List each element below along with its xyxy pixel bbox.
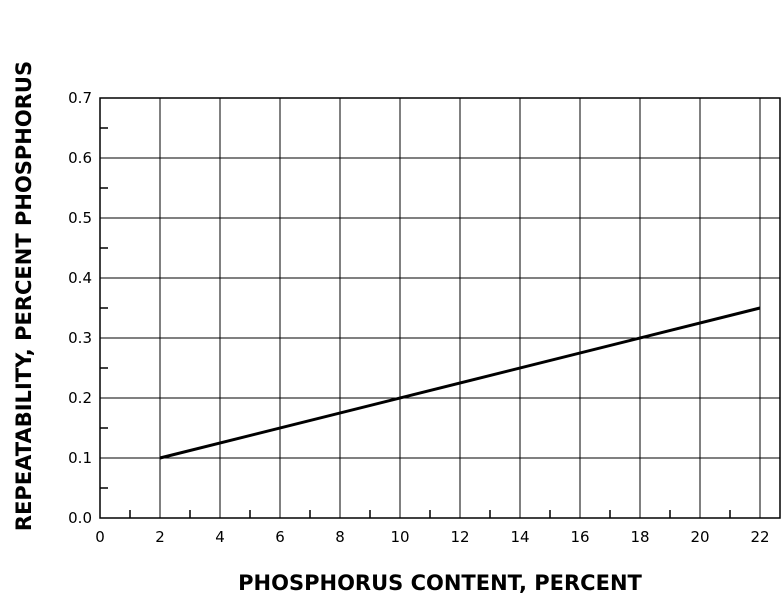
y-tick-label: 0.5 xyxy=(68,209,92,227)
x-tick-label: 22 xyxy=(750,528,769,546)
x-tick-label: 4 xyxy=(215,528,225,546)
y-tick-label: 0.2 xyxy=(68,389,92,407)
x-tick-label: 0 xyxy=(95,528,105,546)
x-tick-label: 6 xyxy=(275,528,285,546)
x-tick-label: 16 xyxy=(570,528,589,546)
y-axis-title: REPEATABILITY, PERCENT PHOSPHORUS xyxy=(12,61,36,531)
y-tick-label: 0.7 xyxy=(68,89,92,107)
x-tick-label: 10 xyxy=(390,528,409,546)
y-tick-label: 0.4 xyxy=(68,269,92,287)
y-tick-label: 0.3 xyxy=(68,329,92,347)
x-tick-label: 12 xyxy=(450,528,469,546)
y-tick-label: 0.1 xyxy=(68,449,92,467)
x-tick-label: 20 xyxy=(690,528,709,546)
x-tick-label: 8 xyxy=(335,528,345,546)
x-axis-title: PHOSPHORUS CONTENT, PERCENT xyxy=(238,571,642,595)
data-line xyxy=(159,306,761,460)
y-tick-label: 0.6 xyxy=(68,149,92,167)
plot-frame xyxy=(99,97,781,519)
x-tick-label: 2 xyxy=(155,528,165,546)
x-tick-label: 18 xyxy=(630,528,649,546)
x-tick-label: 14 xyxy=(510,528,529,546)
y-tick-label: 0.0 xyxy=(68,509,92,527)
